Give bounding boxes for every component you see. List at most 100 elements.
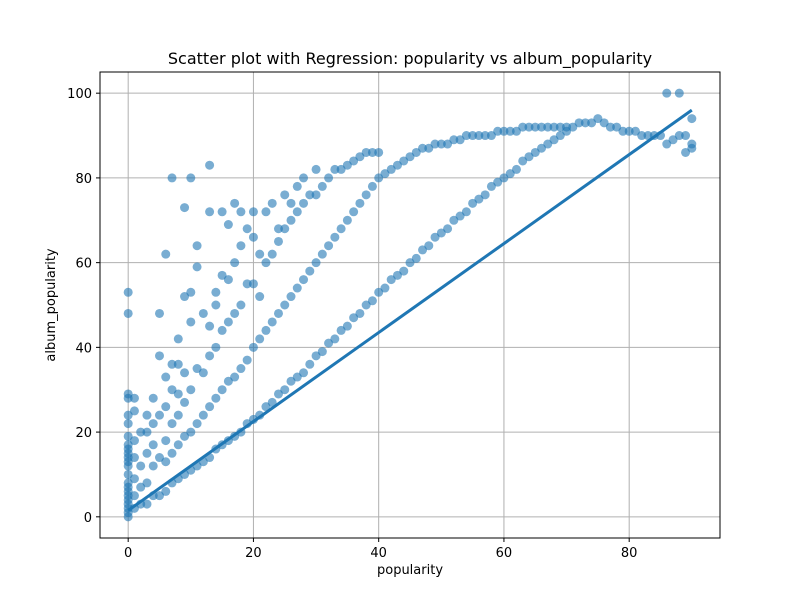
data-point xyxy=(148,419,158,429)
data-point xyxy=(173,389,183,399)
data-point xyxy=(324,173,334,183)
data-point xyxy=(273,236,283,246)
data-point xyxy=(230,308,240,318)
data-point xyxy=(355,198,365,208)
data-point xyxy=(687,114,697,124)
data-point xyxy=(167,359,177,369)
data-point xyxy=(223,275,233,285)
data-point xyxy=(430,139,440,149)
data-point xyxy=(543,122,553,132)
data-point xyxy=(205,207,215,217)
data-point xyxy=(292,181,302,191)
data-point xyxy=(273,224,283,234)
data-point xyxy=(292,207,302,217)
data-point xyxy=(367,147,377,157)
axis-ticks: 0 20 40 60 80 0 20 40 60 80 100 xyxy=(67,87,637,561)
data-point xyxy=(562,122,572,132)
x-tick-label: 0 xyxy=(124,546,132,561)
data-point xyxy=(461,131,471,141)
data-point xyxy=(136,461,146,471)
data-point xyxy=(286,198,296,208)
data-point xyxy=(198,368,208,378)
data-point xyxy=(436,139,446,149)
data-point xyxy=(330,334,340,344)
chart-title: Scatter plot with Regression: popularity… xyxy=(168,49,652,69)
data-point xyxy=(305,359,315,369)
data-point xyxy=(518,122,528,132)
data-point xyxy=(129,491,139,501)
data-point xyxy=(129,453,139,463)
data-point xyxy=(637,131,647,141)
data-point xyxy=(186,287,196,297)
data-point xyxy=(236,300,246,310)
data-point xyxy=(468,131,478,141)
data-point xyxy=(142,427,152,437)
data-point xyxy=(148,440,158,450)
data-point xyxy=(180,203,190,213)
y-tick-label: 40 xyxy=(75,341,92,356)
y-tick-label: 60 xyxy=(75,257,92,272)
data-point xyxy=(530,122,540,132)
data-point xyxy=(236,207,246,217)
data-point xyxy=(161,249,171,259)
data-point xyxy=(248,279,258,289)
data-point xyxy=(292,283,302,293)
data-point xyxy=(524,122,534,132)
data-point xyxy=(211,342,221,352)
data-point xyxy=(198,308,208,318)
data-point xyxy=(493,126,503,136)
data-point xyxy=(374,147,384,157)
data-point xyxy=(618,126,628,136)
data-point xyxy=(330,164,340,174)
data-point xyxy=(223,317,233,327)
data-point xyxy=(687,139,697,149)
data-point xyxy=(192,419,202,429)
data-point xyxy=(217,385,227,395)
data-point xyxy=(223,220,233,230)
data-point xyxy=(280,190,290,200)
data-point xyxy=(236,364,246,374)
data-point xyxy=(123,287,133,297)
data-point xyxy=(643,131,653,141)
data-point xyxy=(242,279,252,289)
data-point xyxy=(361,190,371,200)
y-tick-label: 0 xyxy=(84,511,92,526)
data-point xyxy=(186,427,196,437)
data-point xyxy=(142,499,152,509)
plot-frame xyxy=(99,71,721,539)
data-point xyxy=(299,198,309,208)
y-tick-label: 100 xyxy=(67,87,92,102)
data-point xyxy=(336,224,346,234)
data-point xyxy=(511,164,521,174)
data-point xyxy=(449,135,459,145)
data-point xyxy=(248,232,258,242)
regression-line-group xyxy=(127,108,693,512)
data-point xyxy=(280,224,290,234)
data-point xyxy=(148,393,158,403)
data-point xyxy=(211,393,221,403)
data-point xyxy=(330,232,340,242)
data-point xyxy=(205,321,215,331)
data-point xyxy=(342,215,352,225)
data-point xyxy=(681,131,691,141)
data-point xyxy=(129,474,139,484)
data-point xyxy=(186,385,196,395)
data-point xyxy=(299,368,309,378)
data-point xyxy=(549,122,559,132)
data-point xyxy=(286,215,296,225)
data-point xyxy=(662,88,672,98)
data-point xyxy=(411,253,421,263)
data-point xyxy=(367,296,377,306)
data-point xyxy=(267,198,277,208)
data-point xyxy=(355,308,365,318)
data-point xyxy=(217,325,227,335)
data-point xyxy=(167,173,177,183)
data-point xyxy=(317,249,327,259)
data-point xyxy=(180,368,190,378)
data-point xyxy=(129,436,139,446)
data-point xyxy=(505,126,515,136)
data-point xyxy=(267,317,277,327)
data-point xyxy=(242,224,252,234)
data-point xyxy=(186,317,196,327)
